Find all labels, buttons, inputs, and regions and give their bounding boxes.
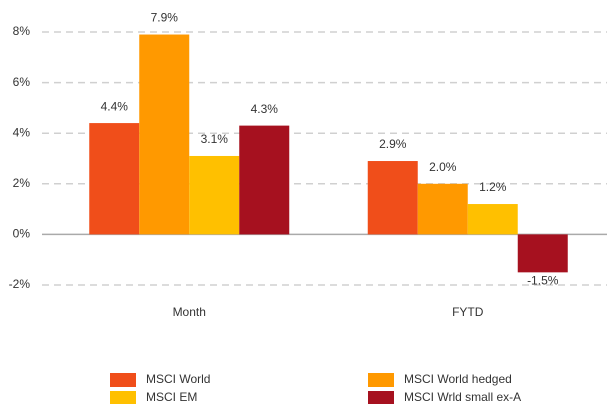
legend-swatch <box>110 391 136 404</box>
data-label: 2.0% <box>429 160 457 174</box>
data-label: 1.2% <box>479 180 507 194</box>
y-tick-label: 2% <box>13 176 31 190</box>
data-label: 7.9% <box>151 11 179 25</box>
data-label: 4.3% <box>251 102 279 116</box>
bar <box>417 183 468 235</box>
data-label: 3.1% <box>201 132 229 146</box>
y-tick-label: 6% <box>13 75 31 89</box>
bar <box>139 34 190 235</box>
bar <box>89 123 140 235</box>
legend-swatch <box>110 373 136 387</box>
legend-label: MSCI World <box>146 372 210 386</box>
bar <box>517 234 568 273</box>
bar <box>467 204 518 235</box>
y-tick-label: 0% <box>13 227 31 241</box>
y-tick-label: 4% <box>13 125 31 139</box>
bar <box>189 155 240 235</box>
legend-label: MSCI Wrld small ex-A <box>404 390 521 404</box>
legend-swatch <box>368 391 394 404</box>
y-tick-label: -2% <box>9 277 31 291</box>
data-label: 4.4% <box>101 99 129 113</box>
legend-swatch <box>368 373 394 387</box>
legend-label: MSCI World hedged <box>404 372 512 386</box>
bar <box>367 161 418 235</box>
x-tick-label: FYTD <box>452 305 484 319</box>
data-label: -1.5% <box>527 274 559 288</box>
x-tick-label: Month <box>173 305 206 319</box>
legend-label: MSCI EM <box>146 390 197 404</box>
y-tick-label: 8% <box>13 24 31 38</box>
bar <box>239 125 290 235</box>
data-label: 2.9% <box>379 137 407 151</box>
